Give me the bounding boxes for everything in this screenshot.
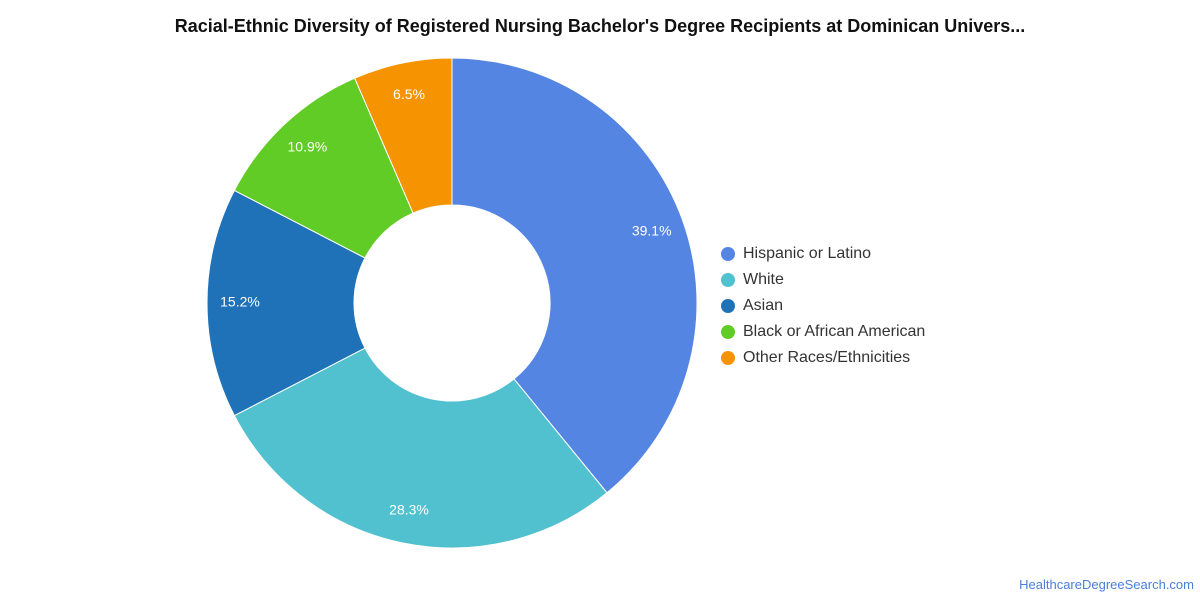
watermark-link[interactable]: HealthcareDegreeSearch.com xyxy=(1019,577,1194,592)
legend-item-white[interactable]: White xyxy=(721,267,925,293)
legend-item-asian[interactable]: Asian xyxy=(721,293,925,319)
legend-swatch xyxy=(721,247,735,261)
legend-swatch xyxy=(721,273,735,287)
legend-label: Black or African American xyxy=(743,323,926,340)
donut-slice-asian[interactable] xyxy=(206,189,366,417)
donut-slice-other-races-ethnicities[interactable] xyxy=(354,57,453,214)
legend-label: Asian xyxy=(743,297,784,314)
slice-data-label: 39.1% xyxy=(632,223,672,239)
legend-item-other-races-ethnicities[interactable]: Other Races/Ethnicities xyxy=(721,345,925,371)
legend-swatch xyxy=(721,299,735,313)
slice-data-label: 10.9% xyxy=(288,139,328,155)
legend-item-hispanic-or-latino[interactable]: Hispanic or Latino xyxy=(721,241,925,267)
chart-legend: Hispanic or Latino White Asian Black or Afr… xyxy=(721,241,925,371)
slice-data-label: 28.3% xyxy=(389,501,429,517)
legend-label: Other Races/Ethnicities xyxy=(743,349,911,366)
slice-data-label: 15.2% xyxy=(220,294,260,310)
chart-title: Racial-Ethnic Diversity of Registered Nu… xyxy=(174,16,1026,36)
legend-swatch xyxy=(721,325,735,339)
legend-label: Hispanic or Latino xyxy=(743,245,872,262)
donut-slice-hispanic-or-latino[interactable] xyxy=(451,57,698,494)
legend-swatch xyxy=(721,351,735,365)
legend-label: White xyxy=(743,271,784,288)
donut-slice-white[interactable] xyxy=(233,347,608,549)
slice-data-label: 6.5% xyxy=(393,86,425,102)
legend-item-black-or-african-american[interactable]: Black or African American xyxy=(721,319,925,345)
